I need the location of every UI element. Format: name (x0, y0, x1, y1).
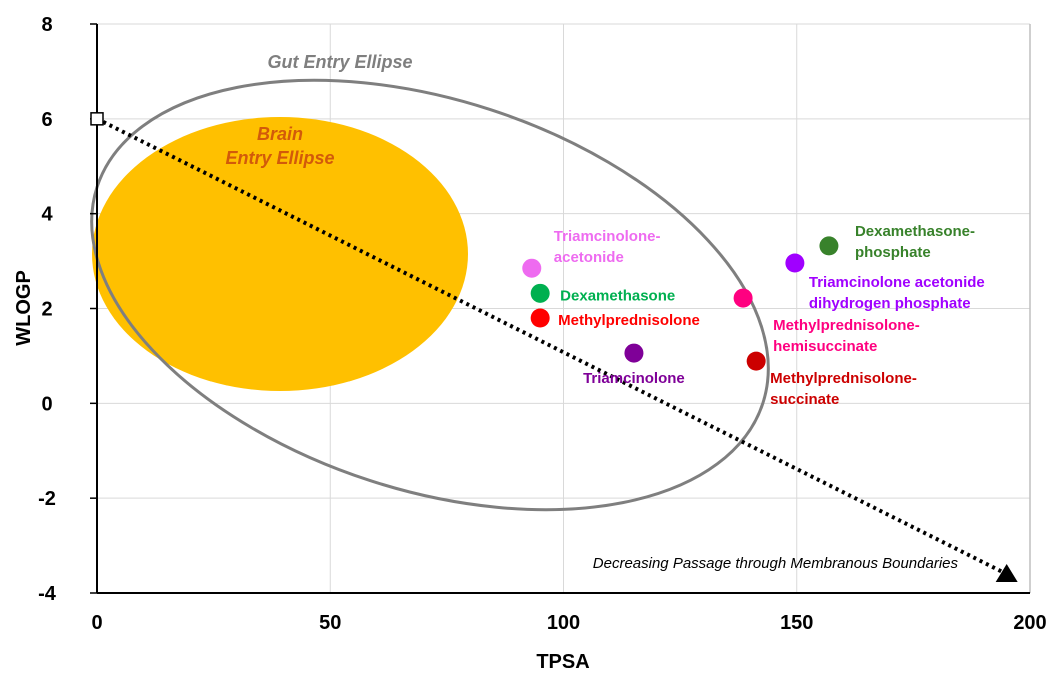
data-point-label: Methylprednisolone- (770, 370, 917, 387)
y-tick-label: 4 (41, 204, 53, 226)
gut-ellipse-label: Gut Entry Ellipse (267, 52, 412, 72)
data-point-group: Dexamethasone-phosphate (819, 223, 975, 261)
data-point (785, 253, 805, 273)
data-point (530, 283, 550, 303)
data-point-label: Dexamethasone (560, 287, 675, 304)
trend-end-triangle-marker (995, 564, 1018, 583)
data-point-label: phosphate (855, 244, 931, 261)
x-tick-label: 50 (319, 612, 341, 634)
brain-ellipse-label: Entry Ellipse (225, 148, 334, 168)
data-point-group: Triamcinolone (583, 343, 685, 387)
x-tick-label: 200 (1013, 612, 1046, 634)
trend-start-square-marker (90, 112, 104, 126)
y-tick-label: 6 (41, 109, 52, 131)
data-point-group: Triamcinolone acetonide dihydrogen phosph… (785, 253, 985, 312)
data-point-label: dihydrogen phosphate (809, 295, 971, 312)
data-point-group: Methylprednisolone (530, 308, 700, 329)
data-point-label: hemisuccinate (773, 338, 877, 355)
trend-line (96, 117, 1008, 576)
y-tick-label: 2 (41, 299, 52, 321)
data-point (746, 351, 766, 371)
regions: Gut Entry Ellipse Brain Entry Ellipse (90, 52, 770, 512)
data-point-group: Methylprednisolone-succinate (746, 351, 917, 408)
data-point (530, 308, 550, 328)
y-axis-label: WLOGP (13, 270, 35, 346)
y-tick-label: 0 (41, 393, 52, 415)
data-point-label: Dexamethasone- (855, 223, 975, 240)
data-point-label: Triamcinolone acetonide (809, 274, 985, 291)
data-point-label: Triamcinolone (583, 370, 685, 387)
x-axis-label: TPSA (536, 651, 589, 673)
data-point-group: Methylprednisolone-hemisuccinate (733, 288, 920, 355)
data-point (819, 236, 839, 256)
y-tick-label: 8 (41, 14, 52, 36)
data-point-label: acetonide (554, 249, 624, 266)
brain-entry-ellipse (92, 117, 468, 391)
data-point-group: Triamcinolone-acetonide (522, 228, 660, 278)
data-point-label: succinate (770, 391, 839, 408)
data-point (733, 288, 753, 308)
data-point (522, 258, 542, 278)
data-point-label: Triamcinolone- (554, 228, 661, 245)
y-tick-label: -2 (38, 488, 56, 510)
x-tick-label: 100 (547, 612, 580, 634)
trend-line-label: Decreasing Passage through Membranous Bo… (593, 555, 959, 572)
data-point-group: Dexamethasone (530, 283, 675, 304)
data-point (624, 343, 644, 363)
x-tick-label: 0 (91, 612, 102, 634)
y-tick-label: -4 (38, 583, 57, 605)
data-point-label: Methylprednisolone- (773, 317, 920, 334)
points: Triamcinolone-acetonide Dexamethasone Meth… (522, 223, 985, 408)
trend-line-group: Decreasing Passage through Membranous Bo… (90, 112, 1018, 583)
brain-ellipse-label: Brain (257, 124, 303, 144)
x-tick-label: 150 (780, 612, 813, 634)
data-point-label: Methylprednisolone (558, 312, 700, 329)
